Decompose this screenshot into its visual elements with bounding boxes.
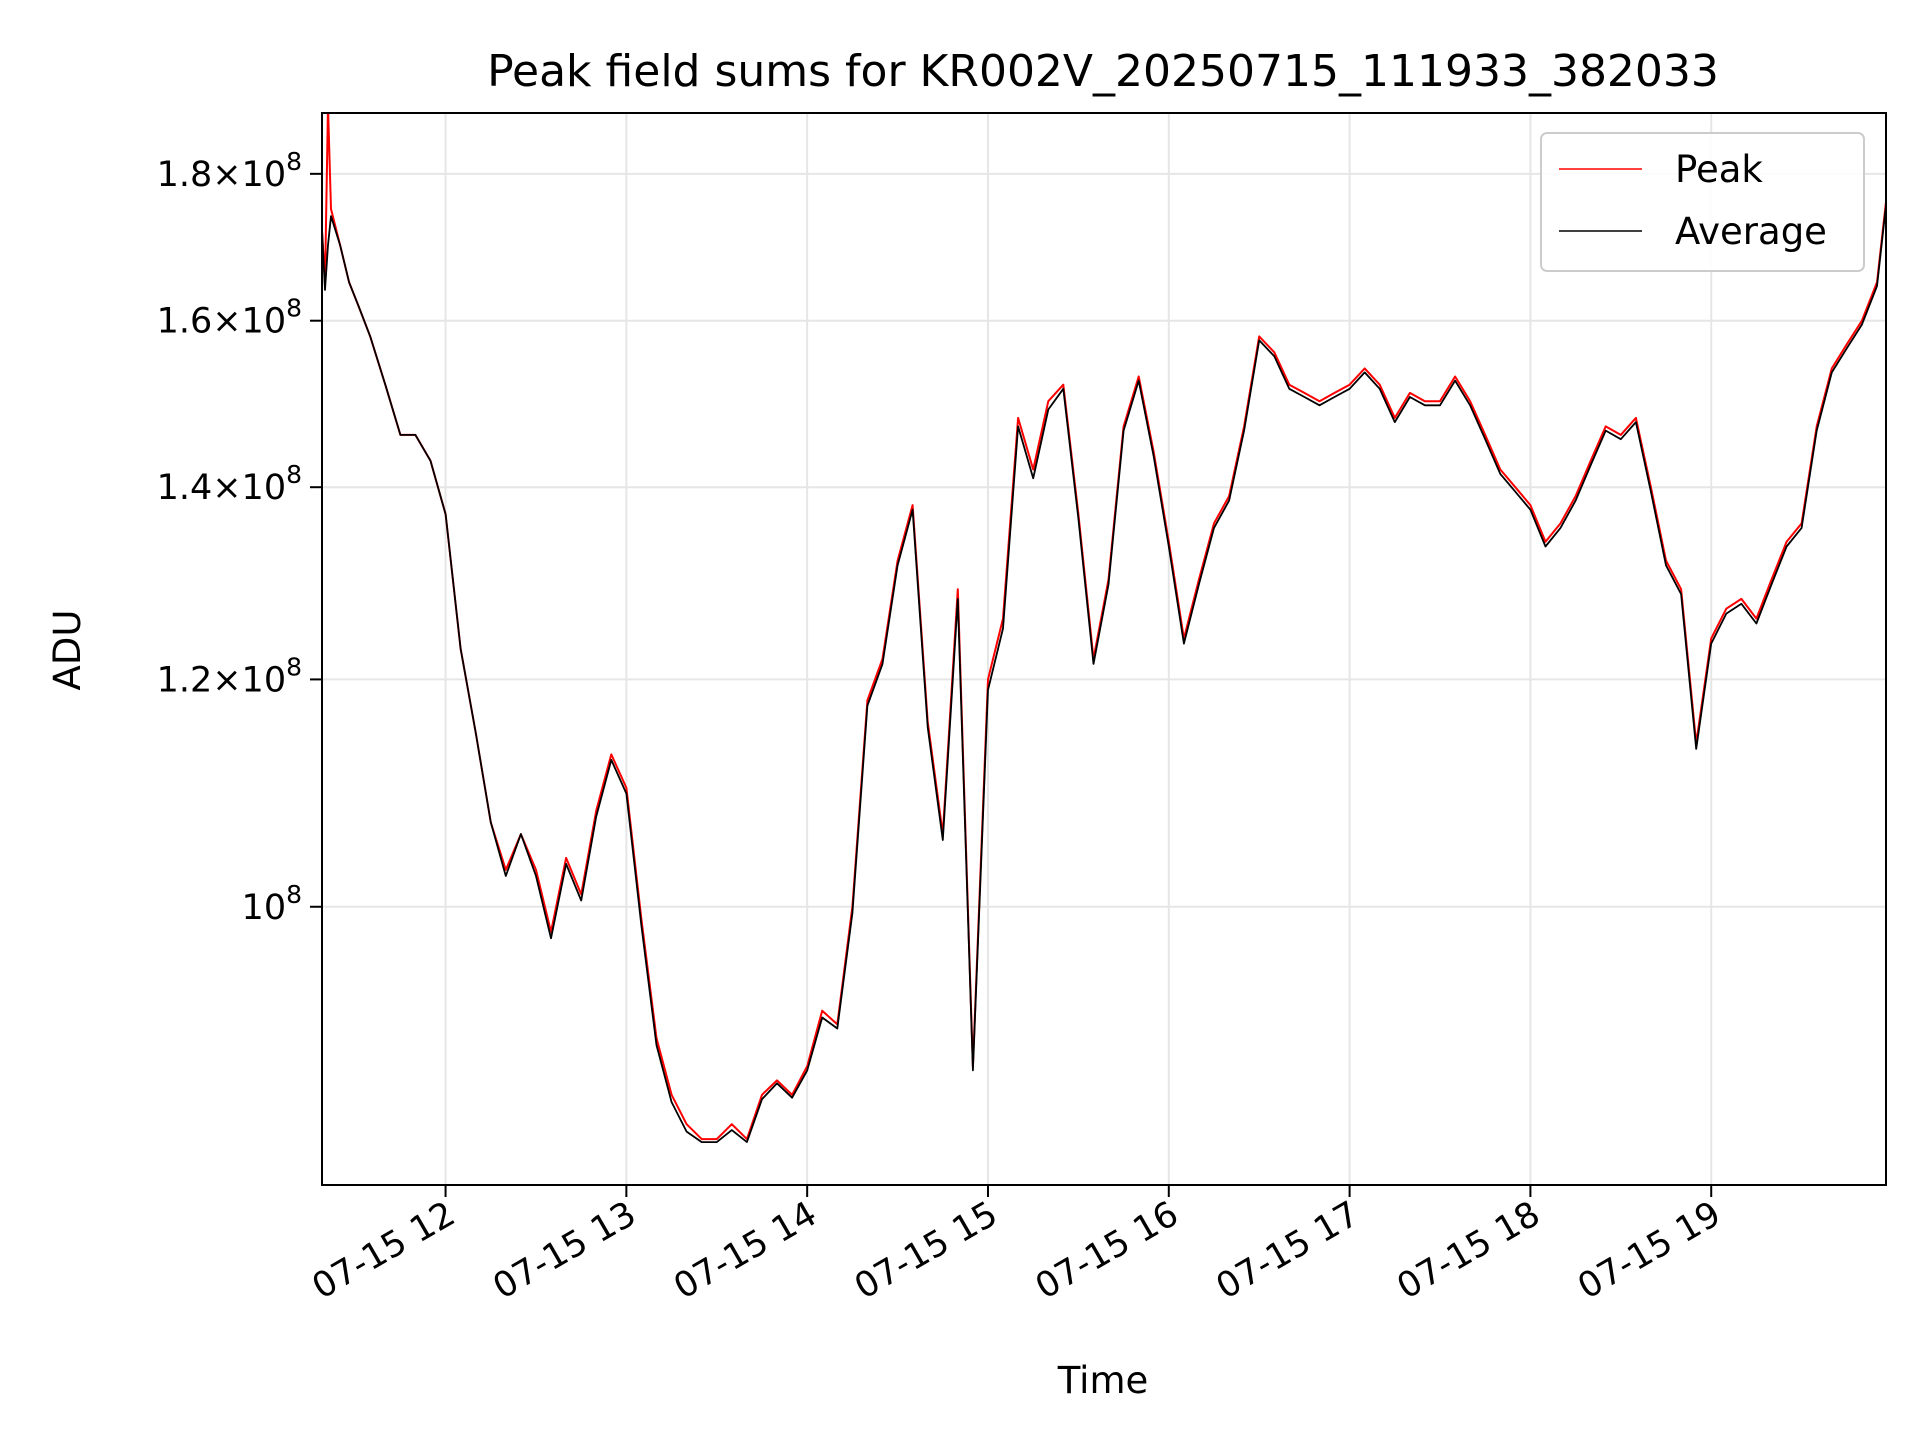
y-tick-label: 108 bbox=[242, 880, 302, 928]
legend: Peak Average bbox=[1540, 132, 1865, 272]
legend-box bbox=[1540, 132, 1865, 272]
x-axis-label: Time bbox=[1057, 1359, 1149, 1402]
y-tick-label: 1.2×108 bbox=[157, 652, 302, 700]
y-tick-label: 1.4×108 bbox=[157, 460, 302, 508]
legend-label-average: Average bbox=[1675, 210, 1827, 253]
gridlines bbox=[322, 113, 1886, 1185]
series-line-average bbox=[322, 205, 1886, 1143]
plot-area-frame bbox=[321, 112, 1887, 1186]
legend-label-peak: Peak bbox=[1675, 148, 1763, 191]
y-tick-label: 1.8×108 bbox=[157, 147, 302, 195]
y-tick-label: 1.6×108 bbox=[157, 294, 302, 342]
chart-title: Peak field sums for KR002V_20250715_1119… bbox=[487, 46, 1719, 97]
y-axis-label: ADU bbox=[46, 610, 89, 691]
y-axis-ticks: 108 1.2×108 1.4×108 1.6×108 1.8×108 bbox=[157, 147, 322, 928]
series-lines bbox=[322, 113, 1886, 1143]
